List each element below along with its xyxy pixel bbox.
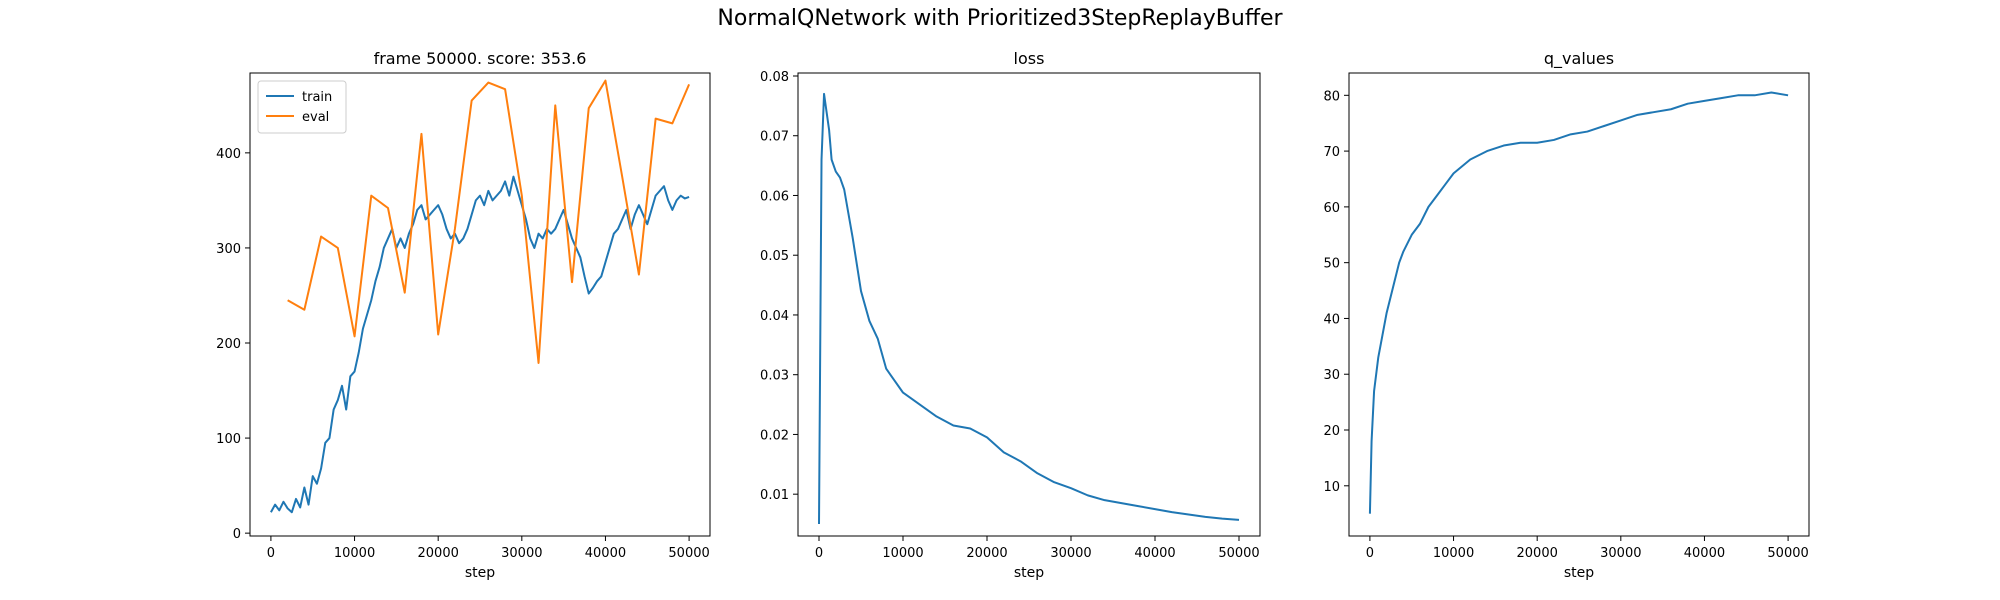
x-tick-label: 50000 [1767,546,1808,561]
legend-label-train: train [302,90,332,105]
x-tick-label: 20000 [1517,546,1558,561]
y-tick-label: 100 [216,432,241,447]
x-tick-label: 40000 [585,546,626,561]
y-tick-label: 0.01 [760,488,789,503]
x-tick-label: 20000 [418,546,459,561]
y-tick-label: 50 [1323,257,1340,272]
x-axis-label: step [1014,565,1044,581]
x-tick-label: 30000 [1600,546,1641,561]
y-tick-label: 0.05 [760,249,789,264]
axes-frame [797,72,1261,537]
chart-panel-loss: loss 0 10000 20000 30000 40000 50000 0.01 0.02 0.… [760,49,1261,581]
x-tick-label: 0 [1366,546,1374,561]
x-tick-label: 40000 [1134,546,1175,561]
y-tick-label: 40 [1323,312,1340,327]
x-tick-label: 10000 [1433,546,1474,561]
figure-title: NormalQNetwork with Prioritized3StepRepl… [717,6,1283,31]
series-line-eval [287,79,691,364]
y-tick-label: 0.04 [760,309,789,324]
x-tick-label: 30000 [501,546,542,561]
chart-title: loss [1014,49,1045,68]
y-tick-label: 60 [1323,201,1340,216]
y-tick-label: 80 [1323,89,1340,104]
y-tick-label: 400 [216,147,241,162]
x-axis-label: step [1564,565,1594,581]
legend-label-eval: eval [302,110,329,125]
y-tick-label: 200 [216,337,241,352]
x-tick-label: 50000 [1218,546,1259,561]
x-tick-label: 0 [815,546,823,561]
series-line-data [1368,91,1789,514]
legend-box [257,80,347,134]
y-tick-label: 10 [1323,480,1340,495]
x-tick-label: 40000 [1684,546,1725,561]
x-tick-label: 50000 [668,546,709,561]
x-tick-label: 0 [267,546,275,561]
chart-panel-q-values: q_values 0 10000 20000 30000 40000 50000 10 20 30… [1323,49,1810,581]
y-tick-label: 30 [1323,368,1340,383]
x-tick-label: 30000 [1050,546,1091,561]
y-tick-label: 0.03 [760,369,789,384]
chart-panel-score: frame 50000. score: 353.60 10000 20000 3000… [216,49,711,581]
series-line-data [818,92,1240,525]
y-tick-label: 0.06 [760,189,789,204]
y-tick-label: 20 [1323,424,1340,439]
y-tick-label: 70 [1323,145,1340,160]
series-line-train [270,175,690,514]
y-tick-label: 0.02 [760,428,789,443]
chart-title: q_values [1544,49,1614,69]
x-tick-label: 20000 [966,546,1007,561]
y-tick-label: 300 [216,242,241,257]
y-tick-label: 0 [233,527,241,542]
y-tick-label: 0.07 [760,130,789,145]
axes-frame [1348,72,1810,537]
y-tick-label: 0.08 [760,70,789,85]
x-tick-label: 10000 [882,546,923,561]
x-axis-label: step [465,565,495,581]
axes-frame [249,72,711,537]
x-tick-label: 10000 [334,546,375,561]
chart-title: frame 50000. score: 353.6 [374,49,587,68]
